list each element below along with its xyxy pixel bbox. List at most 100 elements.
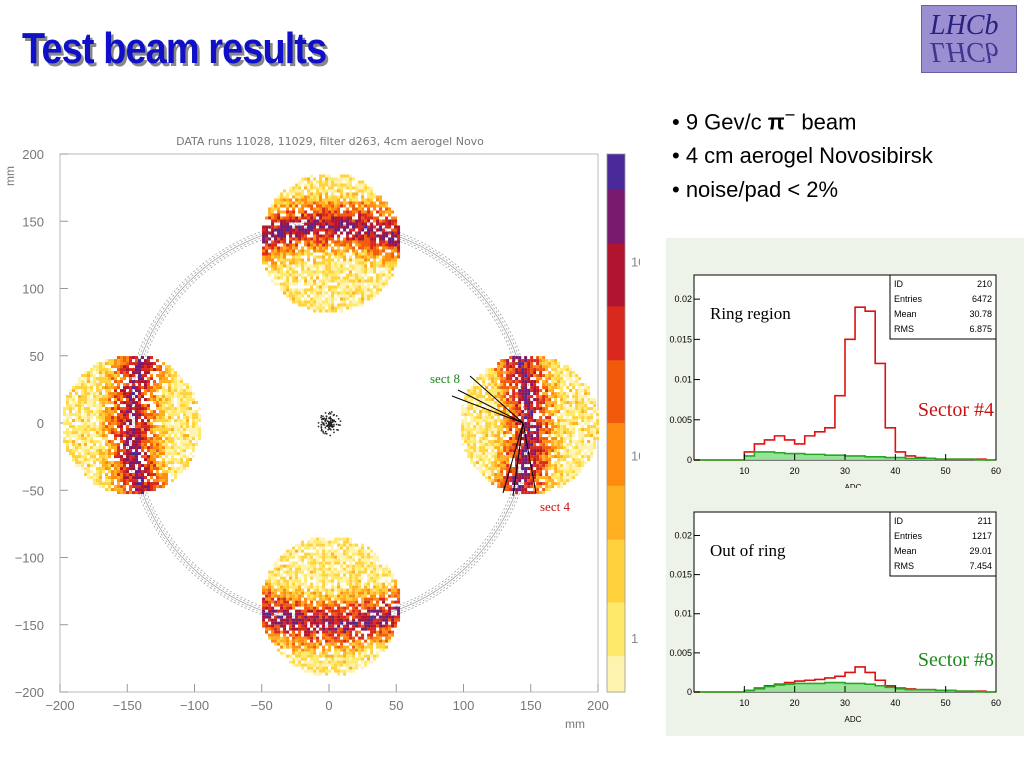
- hit-cell: [120, 389, 123, 393]
- hit-cell: [286, 591, 290, 595]
- hit-cell: [485, 470, 489, 474]
- hit-cell: [280, 219, 284, 223]
- hit-cell: [373, 219, 377, 223]
- hit-cell: [337, 273, 341, 277]
- hit-cell: [473, 392, 477, 396]
- hit-cell: [87, 392, 90, 396]
- hit-cell: [126, 416, 129, 420]
- hit-cell: [358, 582, 362, 586]
- hit-cell: [527, 455, 531, 459]
- hit-cell: [147, 428, 150, 432]
- hit-cell: [473, 416, 477, 420]
- hit-cell: [313, 195, 317, 199]
- x-tick-label: −50: [251, 698, 273, 713]
- hit-cell: [361, 243, 365, 247]
- hit-cell: [325, 201, 329, 205]
- hit-cell: [394, 261, 398, 265]
- hit-cell: [515, 452, 519, 456]
- hit-cell: [180, 434, 183, 438]
- hit-cell: [373, 597, 377, 601]
- hit-cell: [328, 264, 332, 268]
- hit-cell: [467, 413, 471, 417]
- hit-cell: [292, 216, 296, 220]
- hit-cell: [192, 413, 195, 417]
- hit-cell: [141, 410, 144, 414]
- hit-cell: [364, 204, 368, 208]
- hit-cell: [503, 398, 507, 402]
- hit-cell: [340, 309, 344, 313]
- hit-cell: [391, 228, 395, 232]
- hit-cell: [292, 573, 296, 577]
- hit-cell: [319, 552, 323, 556]
- hit-cell: [316, 267, 320, 271]
- hit-cell: [500, 392, 504, 396]
- hit-cell: [295, 204, 299, 208]
- hit-cell: [310, 270, 314, 274]
- hit-cell: [331, 297, 335, 301]
- hit-cell: [141, 449, 144, 453]
- hit-cell: [506, 455, 510, 459]
- hit-cell: [494, 440, 498, 444]
- hit-cell: [162, 413, 165, 417]
- hit-cell: [512, 422, 516, 426]
- hit-cell: [114, 455, 117, 459]
- hit-cell: [135, 386, 138, 390]
- hit-cell: [120, 470, 123, 474]
- hit-cell: [382, 249, 386, 253]
- hit-cell: [370, 210, 374, 214]
- hit-cell: [159, 377, 162, 381]
- hit-cell: [159, 371, 162, 375]
- hit-cell: [361, 189, 365, 193]
- hit-cell: [533, 359, 537, 363]
- hit-cell: [96, 449, 99, 453]
- hit-cell: [394, 219, 398, 223]
- hit-cell: [319, 579, 323, 583]
- hit-cell: [174, 440, 177, 444]
- hit-cell: [512, 395, 516, 399]
- hit-cell: [138, 410, 141, 414]
- hit-cell: [123, 359, 126, 363]
- hit-cell: [168, 452, 171, 456]
- hit-cell: [557, 365, 561, 369]
- hit-cell: [138, 368, 141, 372]
- hit-cell: [476, 401, 480, 405]
- hit-cell: [358, 228, 362, 232]
- hit-cell: [69, 452, 72, 456]
- hit-cell: [337, 225, 341, 229]
- hit-cell: [307, 180, 311, 184]
- hit-cell: [512, 467, 516, 471]
- hit-cell: [313, 255, 317, 259]
- hit-cell: [123, 446, 126, 450]
- hit-cell: [518, 452, 522, 456]
- hit-cell: [367, 285, 371, 289]
- hit-cell: [180, 419, 183, 423]
- hit-cell: [153, 389, 156, 393]
- hit-cell: [355, 591, 359, 595]
- hit-cell: [596, 422, 600, 426]
- hit-cell: [310, 267, 314, 271]
- hit-cell: [500, 386, 504, 390]
- hit-cell: [265, 585, 269, 589]
- hit-cell: [337, 189, 341, 193]
- hit-cell: [373, 564, 377, 568]
- hit-cell: [512, 482, 516, 486]
- hit-cell: [192, 398, 195, 402]
- hit-cell: [310, 246, 314, 250]
- hit-cell: [467, 431, 471, 435]
- hit-cell: [286, 552, 290, 556]
- hit-cell: [304, 267, 308, 271]
- hit-cell: [479, 389, 483, 393]
- hit-cell: [132, 371, 135, 375]
- hit-cell: [168, 371, 171, 375]
- hit-cell: [461, 431, 465, 435]
- hit-cell: [367, 186, 371, 190]
- hit-cell: [135, 470, 138, 474]
- hit-cell: [358, 255, 362, 259]
- hit-cell: [123, 401, 126, 405]
- hit-cell: [527, 389, 531, 393]
- hit-cell: [536, 464, 540, 468]
- hit-cell: [479, 455, 483, 459]
- hit-cell: [156, 449, 159, 453]
- hit-cell: [521, 377, 525, 381]
- hit-cell: [108, 452, 111, 456]
